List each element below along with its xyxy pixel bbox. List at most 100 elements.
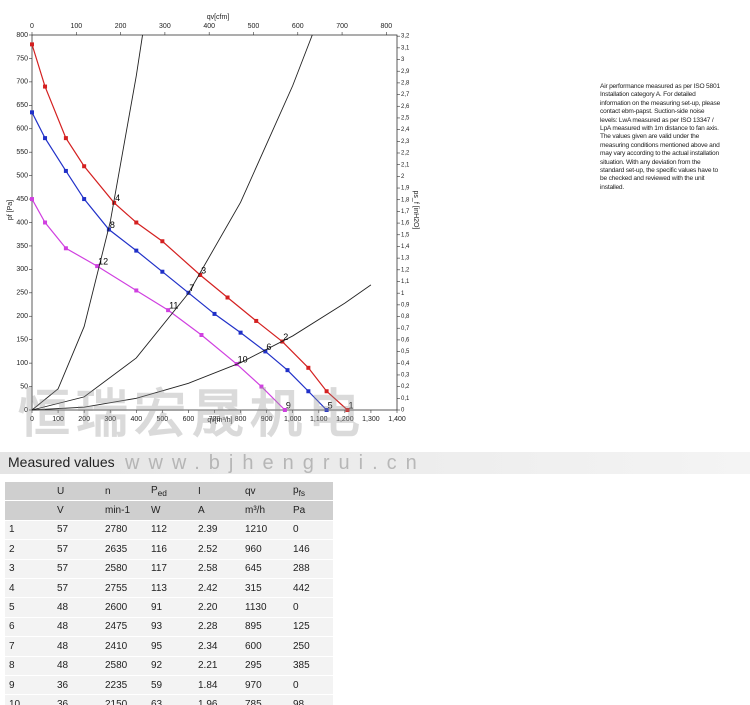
table-cell: qv (241, 482, 289, 502)
cell-sub: ed (157, 487, 167, 498)
operating-point: 4 (115, 193, 120, 203)
cell-text: 36 (57, 679, 69, 691)
table-cell: 2.34 (194, 636, 241, 657)
y2-tick-label: 0,9 (401, 302, 410, 308)
cell-text: 2150 (105, 698, 128, 705)
table-cell: I (194, 482, 241, 502)
y-tick-label: 750 (16, 55, 28, 62)
x-tick-label: 600 (183, 416, 195, 423)
title-bar (0, 452, 750, 474)
table-cell: 146 (289, 539, 333, 560)
table-cell: 2235 (101, 675, 147, 696)
y2-tick-label: 0,6 (401, 337, 410, 343)
y2-tick-label: 2,6 (401, 104, 410, 110)
cell-text: 98 (293, 698, 305, 705)
cell-text: 48 (57, 621, 69, 633)
x-tick-label: 1,300 (362, 416, 380, 423)
table-row: 9 36 2235 59 1.84 970 0 (5, 675, 333, 696)
y-tick-label: 500 (16, 172, 28, 179)
point-marker (199, 333, 204, 337)
x2-tick-label: 100 (70, 23, 82, 30)
table-cell: 6 (5, 617, 53, 638)
table-row: 2 57 2635 116 2.52 960 146 (5, 539, 333, 560)
table-cell: 116 (147, 539, 194, 560)
table-cell: 57 (53, 559, 101, 579)
cell-text: 0 (293, 679, 299, 691)
table-cell: 2.20 (194, 597, 241, 618)
operating-point: 9 (286, 400, 291, 410)
x-tick-label: 1,100 (310, 416, 328, 423)
cell-text: 2.58 (198, 563, 218, 575)
cell-text: 2410 (105, 640, 128, 652)
table-row: 7 48 2410 95 2.34 600 250 (5, 636, 333, 657)
y2-tick-label: 2,7 (401, 92, 410, 98)
cell-text: 960 (245, 543, 262, 555)
cell-text: 2780 (105, 524, 128, 536)
note-line: Installation category A. For detailed (600, 91, 696, 99)
cell-text: 295 (245, 660, 262, 672)
operating-point: 7 (189, 283, 194, 293)
cell-text: I (198, 485, 201, 497)
cell-text: 442 (293, 582, 310, 594)
x2-tick-label: 200 (115, 23, 127, 30)
x-tick-label: 1,400 (388, 416, 406, 423)
watermark: 恒瑞宏晟机电 (18, 385, 367, 445)
cell-text: 2.34 (198, 640, 218, 652)
y-tick-label: 600 (16, 126, 28, 133)
cell-text: Pa (293, 505, 306, 517)
table-row: 6 48 2475 93 2.28 895 125 (5, 617, 333, 638)
cell-text: 1130 (245, 602, 267, 614)
cell-text: 2.28 (198, 621, 218, 633)
table-cell: 57 (53, 520, 101, 541)
cell-text: 645 (245, 563, 262, 575)
note-line: standard set-up, the specific values hav… (600, 167, 719, 175)
y2-tick-label: 0,8 (401, 314, 410, 320)
table-cell: A (194, 500, 241, 521)
table-cell: 57 (53, 539, 101, 560)
operating-point: 11 (169, 301, 178, 311)
point-marker (63, 246, 68, 251)
cell-text: 2.52 (198, 543, 218, 555)
table-cell: 98 (289, 694, 333, 705)
table-cell: 48 (53, 617, 101, 638)
y2-tick-label: 2,4 (401, 127, 410, 133)
x2-tick-label: 700 (336, 23, 348, 30)
y2-tick-label: 2,9 (401, 69, 410, 75)
table-cell: 385 (289, 656, 333, 676)
table-cell: W (147, 500, 194, 521)
y2-tick-label: 1,9 (401, 186, 410, 192)
cell-sub: fs (298, 487, 306, 498)
point-marker (134, 288, 139, 293)
point-marker (30, 110, 34, 115)
point-marker (254, 318, 259, 323)
y2-tick-label: 0,3 (401, 373, 410, 379)
table-row: 5 48 2600 91 2.20 1130 0 (5, 597, 333, 618)
chart: qv[cfm] qv[m³/h] pf [Pa] ps_f [inH2O] 0 1… (7, 14, 419, 424)
table-cell: pfs (289, 482, 333, 502)
cell-text: 2475 (105, 621, 128, 633)
point-marker (82, 164, 87, 169)
table-cell: U (53, 482, 101, 502)
cell-text: 2580 (105, 660, 128, 672)
table-cell (5, 500, 53, 521)
y2-tick-label: 2,8 (401, 80, 410, 86)
y2-tick-label: 2,1 (401, 162, 410, 168)
table-cell: m³/h (241, 500, 289, 521)
table-cell: 2.28 (194, 617, 241, 638)
table-cell: min-1 (101, 500, 147, 521)
cell-text: 113 (151, 582, 167, 594)
x2-tick-label: 800 (381, 23, 393, 30)
y2-axis-label: ps_f [inH2O] (412, 191, 419, 230)
x-tick-label: 200 (78, 416, 90, 423)
note-line: levels: LwA measured as per ISO 13347 / (600, 116, 714, 124)
operating-point: 5 (328, 400, 333, 410)
note-line: measuring conditions mentioned above and (600, 141, 720, 149)
cell-text: 8 (9, 660, 15, 672)
table-cell (5, 482, 53, 502)
y2-tick-label: 1,2 (401, 267, 410, 273)
point-marker (306, 365, 311, 370)
cell-text: 2235 (105, 679, 128, 691)
table-cell: 48 (53, 597, 101, 618)
note-line: contact ebm-papst. Suction-side noise (600, 108, 705, 116)
cell-text: 48 (57, 660, 69, 672)
